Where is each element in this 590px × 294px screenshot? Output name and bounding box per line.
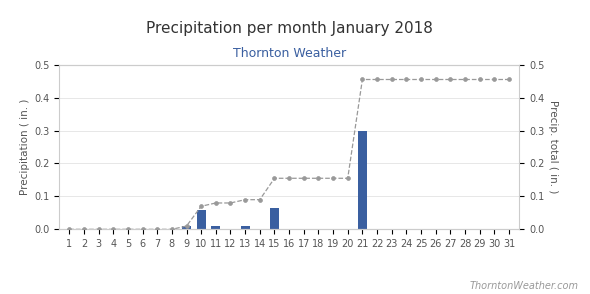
Bar xyxy=(182,226,191,229)
Y-axis label: Precipitation ( in. ): Precipitation ( in. ) xyxy=(19,99,30,195)
Bar xyxy=(270,208,279,229)
Bar xyxy=(358,131,367,229)
Bar xyxy=(211,226,220,229)
Y-axis label: Precip. total ( in. ): Precip. total ( in. ) xyxy=(548,100,558,194)
Text: Precipitation per month January 2018: Precipitation per month January 2018 xyxy=(146,21,432,36)
Text: Thornton Weather: Thornton Weather xyxy=(232,47,346,60)
Text: ThorntonWeather.com: ThorntonWeather.com xyxy=(469,281,578,291)
Bar xyxy=(197,210,205,229)
Bar xyxy=(241,226,250,229)
